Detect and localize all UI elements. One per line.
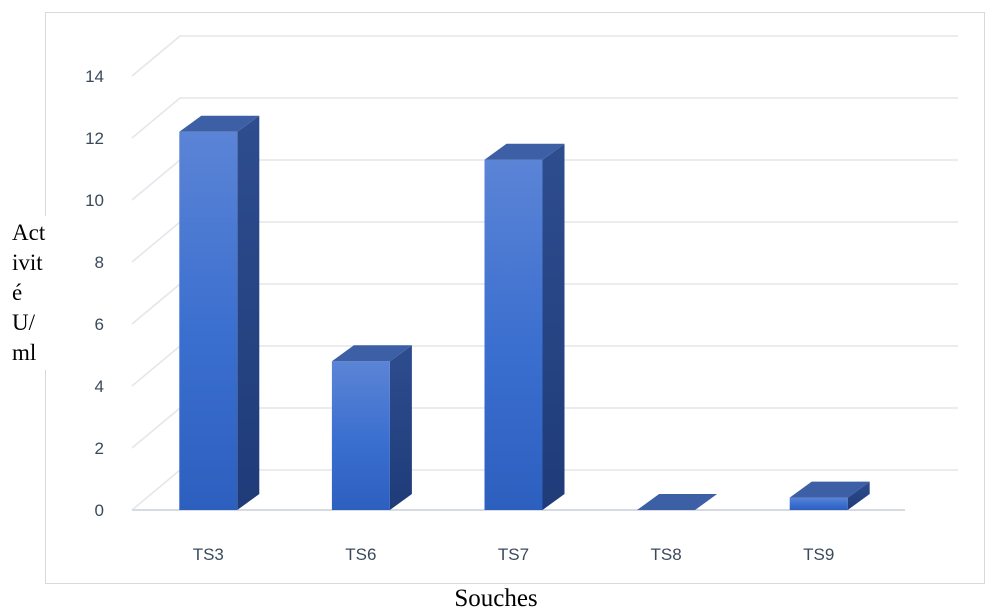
x-tick-label: TS8 [651, 545, 682, 564]
gridline-depth [131, 345, 181, 387]
bar-top [789, 481, 870, 498]
y-axis-title-line: Act [12, 220, 46, 245]
y-axis-title-line: ml [12, 340, 37, 365]
bars [179, 115, 870, 511]
bar-side [237, 115, 260, 511]
y-tick-label: 12 [85, 129, 104, 148]
bar-side [389, 345, 412, 510]
gridline-depth [131, 97, 181, 139]
bar-front [789, 497, 848, 510]
bar-ts7 [484, 143, 565, 510]
bar-front [484, 159, 543, 510]
y-tick-label: 0 [95, 501, 104, 520]
bar-front [179, 131, 238, 511]
bar-front [331, 361, 390, 510]
x-axis-title: Souches [454, 585, 538, 612]
y-tick-label: 14 [85, 67, 104, 86]
bar-ts9 [789, 481, 870, 510]
y-tick-label: 6 [95, 315, 104, 334]
gridline-depth [131, 283, 181, 325]
gridline-depth [131, 407, 181, 449]
bar-top [179, 115, 260, 132]
bar-top [484, 143, 565, 160]
y-tick-label: 10 [85, 191, 104, 210]
bar-top [331, 345, 412, 362]
bar-ts8 [637, 494, 718, 510]
bar-ts3 [179, 115, 260, 511]
y-axis: 0 2 4 6 8 10 12 14 [85, 67, 104, 520]
x-tick-label: TS6 [345, 545, 376, 564]
bar-side [542, 143, 565, 510]
bar-top [637, 494, 718, 510]
y-tick-label: 8 [95, 253, 104, 272]
x-axis: TS3 TS6 TS7 TS8 TS9 [193, 545, 835, 564]
gridline-depth [131, 221, 181, 263]
y-axis-title-line: U/ [12, 310, 35, 335]
x-tick-label: TS7 [498, 545, 529, 564]
gridline-depth [131, 469, 181, 511]
bar-side [847, 481, 870, 510]
gridline-depth [131, 35, 181, 77]
x-tick-label: TS3 [193, 545, 224, 564]
y-tick-label: 4 [95, 377, 104, 396]
gridlines [131, 35, 958, 511]
y-axis-title-line: é [12, 280, 23, 305]
y-tick-label: 2 [95, 439, 104, 458]
x-tick-label: TS9 [803, 545, 834, 564]
bar-ts6 [331, 345, 412, 510]
y-axis-title: Act ivit é U/ml [12, 216, 60, 370]
y-axis-title-line: ivit [12, 250, 43, 275]
gridline-depth [131, 159, 181, 201]
